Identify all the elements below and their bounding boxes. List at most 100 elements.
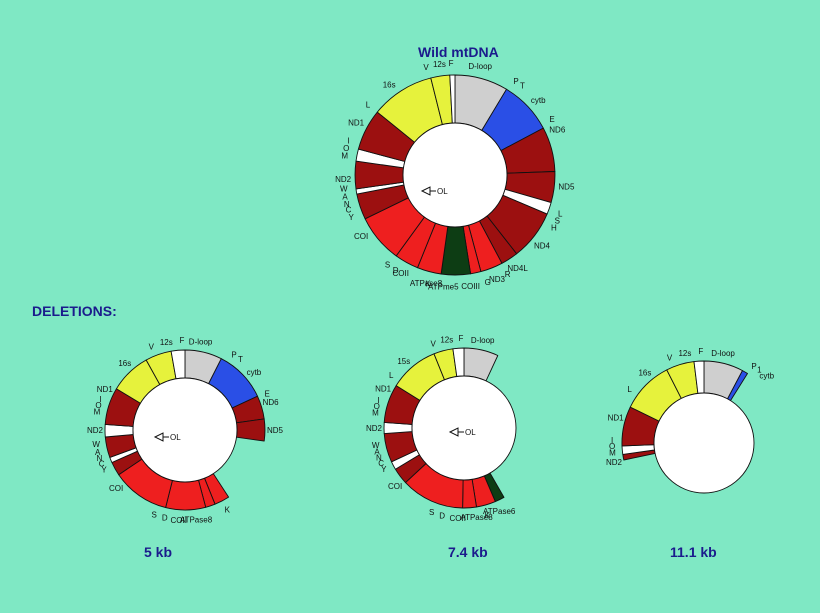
wild-gene-label-14: G (485, 278, 491, 287)
wild-gene-label-33: L (366, 101, 371, 110)
wild-gene-label-15: COIII (461, 282, 480, 291)
del11-gene-label-1: P (751, 362, 756, 371)
del5-segment-3 (236, 418, 266, 442)
del7-gene-label-10: N (376, 453, 382, 462)
wild-gene-label-3: cytb (531, 96, 546, 105)
del5-gene-label-7: K (225, 506, 231, 515)
del5-gene-label-21: I (99, 395, 101, 404)
del11-gene-label-10: 16s (638, 369, 651, 378)
del5-gene-label-8: ATPase8 (180, 515, 213, 524)
del7-gene-label-11: A (374, 447, 380, 456)
del5-gene-label-24: V (149, 343, 155, 352)
wild-gene-label-2: T (520, 82, 525, 91)
del11-center-hole (653, 392, 755, 494)
del7-center-hole (411, 375, 517, 481)
del5-gene-label-2: T (238, 355, 243, 364)
del11-gene-label-9: L (627, 385, 632, 394)
del5-gene-label-22: ND1 (97, 385, 114, 394)
del7-gene-label-21: 12s (440, 336, 453, 345)
del7-gene-label-12: W (372, 441, 380, 450)
del11-gene-label-12: 12s (678, 349, 691, 358)
wild-gene-label-17: K (425, 280, 431, 289)
wild-gene-label-11: ND4L (507, 264, 528, 273)
del5-gene-label-20: O (95, 401, 101, 410)
wild-gene-label-9: H (551, 224, 557, 233)
del5-gene-label-26: F (179, 336, 184, 345)
del5-gene-label-17: W (92, 440, 100, 449)
del5-gene-label-1: P (231, 351, 236, 360)
wild-gene-label-23: Y (349, 213, 355, 222)
del5-gene-label-6: ND5 (267, 426, 284, 435)
wild-gene-label-37: F (449, 59, 454, 68)
del5-gene-label-16: A (95, 448, 101, 457)
del7-gene-label-22: F (458, 334, 463, 343)
wild-gene-label-19: COII (392, 269, 408, 278)
del5-ol-label: OL (170, 433, 181, 442)
wild-gene-label-7: L (558, 209, 563, 218)
wild-gene-label-36: 12s (433, 60, 446, 69)
del7-gene-label-8: Y (381, 465, 387, 474)
wild-gene-label-18: ATPase8 (410, 279, 443, 288)
del11-gene-label-0: D-loop (711, 349, 735, 358)
wild-center-hole (402, 122, 508, 228)
wild-gene-label-28: ND2 (335, 175, 352, 184)
del5-gene-label-14: C (99, 460, 105, 469)
del5-gene-label-23: 16s (118, 359, 131, 368)
del5-center-hole (132, 377, 238, 483)
wild-gene-label-0: D-loop (468, 62, 492, 71)
del11-gene-label-3: cytb (759, 372, 774, 381)
wild-gene-label-20: D (393, 266, 399, 275)
del11-gene-label-4: ND2 (606, 458, 623, 467)
del7-gene-label-9: C (378, 459, 384, 468)
del7-gene-label-4: COII (449, 514, 465, 523)
del11-gene-label-6: O (609, 442, 615, 451)
wild-gene-label-34: 16s (383, 80, 396, 89)
wild-gene-label-1: P (513, 77, 518, 86)
del7-gene-label-13: ND2 (366, 424, 383, 433)
wild-gene-label-26: A (342, 192, 348, 201)
wild-gene-label-22: COI (354, 232, 368, 241)
del11-gene-label-11: V (667, 354, 673, 363)
del7-gene-label-7: COI (388, 482, 402, 491)
del7-gene-label-17: ND1 (375, 385, 392, 394)
wild-gene-label-6: ND5 (558, 183, 575, 192)
wild-gene-label-8: S (555, 217, 560, 226)
del11-gene-label-13: F (698, 347, 703, 356)
del11-gene-label-7: I (611, 436, 613, 445)
del7-gene-label-3: ATPase8 (460, 513, 493, 522)
del7-ol-label: OL (465, 428, 476, 437)
del7-gene-label-18: L (389, 371, 394, 380)
del7-gene-label-5: D (439, 511, 445, 520)
del5-gene-label-15: N (97, 454, 103, 463)
wild-gene-label-4: E (549, 115, 554, 124)
del7-gene-label-19: 15s (397, 357, 410, 366)
wild-gene-label-31: I (347, 136, 349, 145)
wild-gene-label-35: V (423, 63, 429, 72)
wild-gene-label-5: ND6 (549, 125, 566, 134)
del5-gene-label-4: E (265, 389, 270, 398)
del5-gene-label-25: 12s (160, 338, 173, 347)
del5-gene-label-18: ND2 (87, 426, 104, 435)
del7-gene-label-1: ATPase6 (483, 507, 516, 516)
deletions-title: DELETIONS: (32, 303, 117, 319)
deletion-7kb-circle: D-loopATPase6KATPase8COIIDSCOIYCNAWND2MO… (366, 334, 517, 523)
wild-gene-label-10: ND4 (534, 242, 551, 251)
del11-gene-label-2: 1 (757, 366, 762, 375)
del7-ol-arrow-icon (448, 427, 464, 437)
wild-gene-label-32: ND1 (348, 118, 365, 127)
del7-gene-label-15: O (374, 402, 380, 411)
del5-ol-arrow-icon (153, 432, 169, 442)
del7-gene-label-14: M (372, 408, 379, 417)
del5-gene-label-3: cytb (247, 368, 262, 377)
wild-gene-label-25: N (344, 200, 350, 209)
del5-gene-label-9: COII (170, 516, 186, 525)
del7-gene-label-20: V (431, 339, 437, 348)
del5-gene-label-0: D-loop (189, 337, 213, 346)
wild-gene-label-13: ND3 (489, 275, 506, 284)
del7-gene-label-16: I (377, 396, 379, 405)
del7-gene-label-6: S (429, 508, 434, 517)
